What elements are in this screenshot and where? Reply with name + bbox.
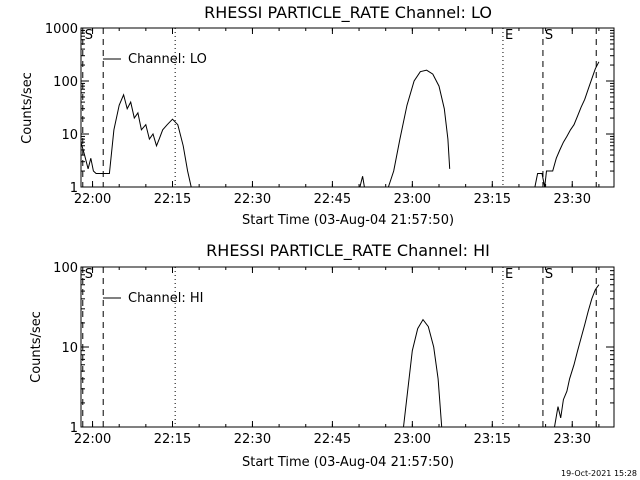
panel-lo-y-tick-label: 10 [61,128,78,143]
panel-hi-marker-label: S [85,267,93,282]
panel-lo-y-tick-label: 1000 [45,22,78,37]
panel-hi-x-tick-label: 23:15 [474,432,511,447]
panel-hi-y-tick-label: 100 [53,261,78,276]
panel-lo-x-tick-label: 23:00 [394,192,431,207]
panel-lo-series-line [359,176,365,188]
panel-hi-x-tick-label: 23:00 [394,432,431,447]
panel-hi: RHESSI PARTICLE_RATE Channel: HI Counts/… [29,241,615,470]
panel-lo-plot-frame [80,27,615,188]
panel-lo-series-line [80,93,192,188]
panel-lo-xlabel: Start Time (03-Aug-04 21:57:50) [242,213,454,228]
panel-hi-x-tick-label: 22:45 [314,432,351,447]
panel-lo-x-tick-label: 22:30 [234,192,271,207]
panel-hi-x-tick-label: 22:30 [234,432,271,447]
panel-hi-marker-label: E [505,267,513,282]
panel-hi-x-tick-label: 22:15 [154,432,191,447]
panel-hi-x-tick-label: 23:30 [554,432,591,447]
footer-date: 19-Oct-2021 15:28 [561,469,637,478]
panel-lo-x-tick-label: 23:30 [554,192,591,207]
panel-hi-series-line [554,284,600,428]
panel-lo-title: RHESSI PARTICLE_RATE Channel: LO [204,3,492,23]
panel-hi-marker-label: S [545,267,553,282]
panel-lo-marker-label: S [545,28,553,43]
panel-lo-marker-label: S [85,28,93,43]
panel-lo-ylabel: Counts/sec [20,72,35,144]
panel-hi-title: RHESSI PARTICLE_RATE Channel: HI [206,241,490,261]
panel-hi-legend-label: Channel: HI [128,291,204,306]
panel-hi-y-tick-label: 10 [61,341,78,356]
panel-lo-x-tick-label: 23:15 [474,192,511,207]
panel-lo-legend-label: Channel: LO [128,52,207,67]
panel-lo: RHESSI PARTICLE_RATE Channel: LO Counts/… [20,3,615,228]
panel-lo-y-tick-label: 100 [53,75,78,90]
panel-hi-x-tick-label: 22:00 [74,432,111,447]
panel-hi-series-line [403,318,443,428]
panel-lo-x-tick-label: 22:45 [314,192,351,207]
panel-lo-marker-label: E [505,28,513,43]
panel-lo-x-tick-label: 22:15 [154,192,191,207]
panel-lo-series-line [534,61,600,188]
panel-lo-x-tick-label: 22:00 [74,192,111,207]
panel-hi-xlabel: Start Time (03-Aug-04 21:57:50) [242,455,454,470]
panel-lo-series-line [387,69,451,188]
panel-lo-y-tick-label: 1 [70,181,78,196]
panel-hi-y-tick-label: 1 [70,421,78,436]
panel-hi-ylabel: Counts/sec [29,311,44,383]
